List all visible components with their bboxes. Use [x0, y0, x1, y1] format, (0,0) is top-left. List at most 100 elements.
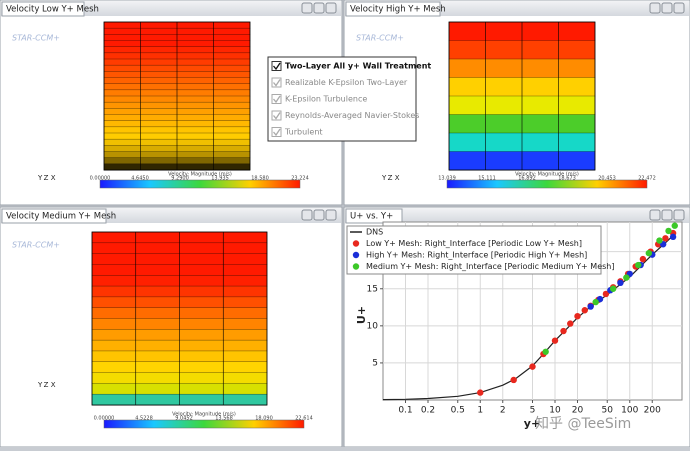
- legend-swatch: [352, 263, 360, 270]
- mesh-border: [103, 21, 251, 171]
- colorbar-label: 13.568: [215, 416, 233, 422]
- data-point: [551, 337, 559, 344]
- colorbar-label: 15.111: [478, 176, 496, 182]
- window-button[interactable]: [301, 2, 313, 14]
- mesh-border: [448, 21, 596, 171]
- colorbar-label: 13.039: [438, 176, 456, 182]
- colorbar-label: 4.6450: [131, 176, 149, 182]
- x-tick-label: 200: [644, 406, 661, 416]
- x-tick-label: 5: [530, 406, 536, 416]
- logo: STAR-CCM+: [356, 34, 404, 43]
- y-tick-label: 10: [367, 321, 379, 331]
- checkbox[interactable]: [271, 110, 282, 121]
- axis-triad: Y Z X: [381, 174, 400, 182]
- check-mark: [273, 128, 281, 137]
- data-point: [581, 307, 588, 314]
- colorbar-label: 18.673: [558, 176, 576, 182]
- data-point: [510, 376, 517, 384]
- window-button[interactable]: [661, 209, 673, 221]
- panel-tab[interactable]: [1, 208, 107, 224]
- data-point: [656, 237, 663, 244]
- colorbar: [103, 419, 305, 429]
- colorbar: [99, 179, 301, 189]
- x-tick-label: 0.1: [398, 406, 412, 416]
- data-point: [602, 290, 610, 298]
- colorbar-label: 18.090: [255, 416, 273, 422]
- colorbar-label: 13.935: [211, 176, 229, 182]
- panel-tab[interactable]: [1, 1, 85, 17]
- colorbar-label: 22.472: [638, 176, 656, 182]
- x-tick-label: 0.2: [421, 406, 435, 416]
- panel-title: Velocity Low Y+ Mesh: [6, 5, 99, 15]
- logo: STAR-CCM+: [12, 34, 60, 43]
- panel-title: Velocity Medium Y+ Mesh: [6, 212, 116, 222]
- window-button[interactable]: [325, 2, 337, 14]
- data-point: [567, 320, 574, 327]
- checkbox[interactable]: [271, 77, 282, 88]
- checkbox[interactable]: [271, 61, 282, 71]
- legend-label: Medium Y+ Mesh: Right_Interface [Periodi…: [366, 262, 614, 271]
- axis-triad: Y Z X: [37, 381, 56, 389]
- logo: STAR-CCM+: [12, 241, 60, 250]
- x-tick-label: 1: [477, 406, 483, 416]
- window-button[interactable]: [673, 209, 685, 221]
- data-point: [645, 249, 653, 257]
- data-point: [542, 348, 549, 355]
- data-point: [671, 222, 678, 229]
- x-tick-label: 100: [621, 406, 638, 416]
- window-button[interactable]: [649, 209, 661, 221]
- overlay-box: [267, 56, 417, 142]
- colorbar-label: 23.224: [291, 176, 309, 182]
- x-axis-title: y+: [524, 417, 540, 430]
- window-button[interactable]: [661, 2, 673, 14]
- y-axis-title: U+: [355, 306, 368, 324]
- data-point: [592, 298, 599, 306]
- window-button[interactable]: [301, 209, 313, 221]
- overlay-item: Reynolds-Averaged Navier-Stokes: [285, 111, 419, 120]
- legend-swatch: [352, 240, 360, 247]
- colorbar-title: Velocity: Magnitude (m/s): [515, 172, 579, 178]
- panel-title: Velocity High Y+ Mesh: [350, 5, 446, 15]
- legend-label: High Y+ Mesh: Right_Interface [Periodic …: [366, 251, 587, 260]
- mesh-border: [91, 231, 268, 406]
- colorbar-label: 9.0452: [175, 416, 193, 422]
- window-button[interactable]: [313, 209, 325, 221]
- data-point: [529, 363, 536, 370]
- panel-tab[interactable]: [345, 1, 441, 17]
- overlay-item: Two-Layer All y+ Wall Treatment: [285, 62, 431, 71]
- overlay-item: K-Epsilon Turbulence: [285, 95, 367, 104]
- panel-header: [1, 1, 341, 16]
- legend-label: Low Y+ Mesh: Right_Interface [Periodic L…: [366, 239, 582, 248]
- data-point: [560, 327, 567, 335]
- data-point: [574, 312, 581, 320]
- panel-header: [345, 208, 689, 223]
- data-point: [617, 279, 624, 287]
- watermark: 知乎 @TeeSim: [535, 415, 631, 432]
- colorbar-label: 22.614: [295, 416, 313, 422]
- check-mark: [273, 112, 281, 120]
- data-point: [623, 274, 630, 281]
- colorbar-title: Velocity: Magnitude (m/s): [172, 412, 236, 418]
- colorbar-label: 16.892: [518, 176, 536, 182]
- window-button[interactable]: [313, 2, 325, 14]
- y-tick-label: 5: [372, 358, 378, 368]
- data-point: [669, 233, 677, 241]
- colorbar: [446, 179, 648, 189]
- checkbox[interactable]: [271, 127, 282, 137]
- panel-tab[interactable]: [345, 208, 403, 224]
- window-button[interactable]: [673, 2, 685, 14]
- window-button[interactable]: [325, 209, 337, 221]
- checkbox[interactable]: [271, 94, 282, 104]
- window-button[interactable]: [649, 2, 661, 14]
- colorbar-label: 9.2900: [171, 176, 189, 182]
- x-tick-label: 0.5: [451, 406, 465, 416]
- panel-title: U+ vs. Y+: [350, 212, 393, 222]
- legend-label: DNS: [366, 228, 383, 237]
- colorbar-label: 18.580: [251, 176, 269, 182]
- colorbar-title: Velocity: Magnitude (m/s): [168, 172, 232, 178]
- data-point: [639, 255, 647, 263]
- y-tick-label: 15: [367, 284, 378, 294]
- data-point: [665, 227, 672, 235]
- check-mark: [273, 95, 281, 104]
